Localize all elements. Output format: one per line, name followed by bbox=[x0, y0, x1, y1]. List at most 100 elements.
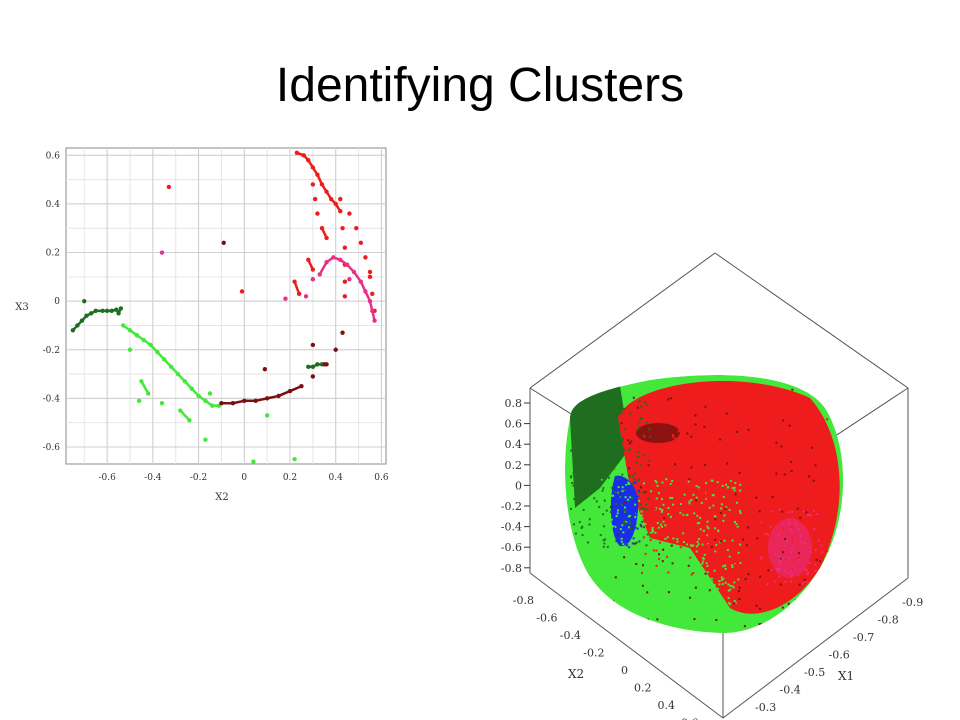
data-points bbox=[70, 150, 377, 464]
cloud-point bbox=[806, 513, 809, 516]
cloud-point bbox=[618, 552, 621, 555]
data-point bbox=[310, 277, 316, 282]
cloud-point bbox=[659, 528, 662, 531]
cloud-point bbox=[696, 522, 699, 525]
cloud-point bbox=[682, 541, 685, 544]
cloud-point bbox=[702, 557, 705, 560]
cloud-point bbox=[682, 513, 685, 516]
cloud-point bbox=[722, 519, 725, 522]
data-point bbox=[262, 367, 268, 372]
cloud-point bbox=[646, 417, 649, 420]
cloud-point bbox=[586, 453, 589, 456]
cloud-point bbox=[661, 508, 664, 511]
cloud-point bbox=[634, 503, 637, 506]
cloud-point bbox=[726, 462, 729, 465]
cloud-point bbox=[690, 435, 693, 438]
x-tick-label: -0.4 bbox=[144, 473, 162, 483]
cloud-point bbox=[602, 487, 605, 490]
cloud-point bbox=[633, 478, 636, 481]
tick-labels: -0.6 -0.4 -0.2 0 0.2 0.4 0.6 -0.6 -0.4 -0.2 0 0.2 0.… bbox=[43, 151, 389, 483]
cloud-point bbox=[696, 514, 699, 517]
cloud-point bbox=[600, 478, 603, 481]
cloud-point bbox=[806, 572, 809, 575]
cloud-point bbox=[614, 576, 617, 579]
cloud-point bbox=[616, 538, 619, 541]
cloud-point bbox=[788, 612, 791, 615]
cloud-point bbox=[724, 567, 727, 570]
cloud-point bbox=[739, 483, 742, 486]
cloud-point bbox=[698, 630, 701, 633]
cloud-point bbox=[763, 510, 766, 513]
cloud-point bbox=[771, 510, 774, 513]
cloud-point bbox=[601, 489, 604, 492]
cloud-point bbox=[634, 610, 637, 613]
cloud-point bbox=[572, 472, 575, 475]
cloud-point bbox=[733, 562, 736, 565]
cloud-point bbox=[781, 551, 784, 554]
cloud-point bbox=[826, 418, 829, 421]
x2-tick-label: -0.8 bbox=[513, 594, 534, 607]
cloud-point bbox=[595, 500, 598, 503]
cloud-point bbox=[641, 507, 644, 510]
cloud-point bbox=[610, 541, 613, 544]
cloud-point bbox=[706, 571, 709, 574]
cloud-point bbox=[671, 435, 674, 438]
cloud-point bbox=[639, 464, 642, 467]
cloud-point bbox=[713, 527, 716, 530]
cloud-point bbox=[779, 568, 782, 571]
cloud-point bbox=[819, 550, 822, 553]
cloud-point bbox=[803, 578, 806, 581]
cloud-point bbox=[615, 398, 618, 401]
cloud-point bbox=[714, 547, 717, 550]
cloud-point bbox=[716, 587, 719, 590]
cloud-point bbox=[632, 396, 635, 399]
cloud-point bbox=[791, 536, 794, 539]
cloud-point bbox=[606, 545, 609, 548]
point-streak bbox=[339, 258, 349, 266]
cloud-point bbox=[782, 517, 785, 520]
cloud-point bbox=[612, 467, 615, 470]
point-streak bbox=[121, 324, 132, 332]
cloud-point bbox=[810, 514, 813, 517]
cloud-point bbox=[581, 525, 584, 528]
cloud-point bbox=[628, 582, 631, 585]
cloud-point bbox=[671, 496, 674, 499]
cloud-point bbox=[693, 621, 696, 624]
cloud-point bbox=[613, 608, 616, 611]
cloud-point bbox=[572, 460, 575, 463]
cloud-point bbox=[787, 447, 790, 450]
data-point bbox=[338, 196, 343, 202]
cloud-point bbox=[687, 592, 690, 595]
cloud-point bbox=[784, 538, 787, 541]
cloud-point bbox=[749, 489, 752, 492]
cloud-point bbox=[664, 630, 667, 633]
cloud-point bbox=[679, 574, 682, 577]
cloud-point bbox=[791, 568, 794, 571]
cloud-point bbox=[656, 521, 659, 524]
cloud-point bbox=[688, 613, 691, 616]
cloud-point bbox=[686, 575, 689, 578]
cloud-point bbox=[819, 560, 822, 563]
cloud-point bbox=[643, 421, 646, 424]
cloud-point bbox=[758, 510, 761, 513]
cloud-point bbox=[701, 472, 704, 475]
cloud-point bbox=[717, 530, 720, 533]
cloud-point bbox=[630, 440, 633, 443]
cloud-point bbox=[714, 474, 717, 477]
cloud-point bbox=[729, 603, 732, 606]
cloud-point bbox=[707, 593, 710, 596]
cloud-point bbox=[644, 401, 647, 404]
cloud-point bbox=[643, 620, 646, 623]
cloud-point bbox=[638, 559, 641, 562]
data-point bbox=[292, 456, 297, 462]
cloud-point bbox=[620, 540, 623, 543]
cloud-point bbox=[728, 602, 731, 605]
cloud-point bbox=[718, 631, 721, 633]
cloud-point bbox=[656, 618, 659, 621]
cloud-point bbox=[764, 532, 767, 535]
point-streak bbox=[359, 280, 367, 293]
cloud-point bbox=[708, 506, 711, 509]
cloud-point bbox=[640, 405, 643, 408]
cloud-point bbox=[729, 479, 732, 482]
cloud-point bbox=[680, 603, 683, 606]
